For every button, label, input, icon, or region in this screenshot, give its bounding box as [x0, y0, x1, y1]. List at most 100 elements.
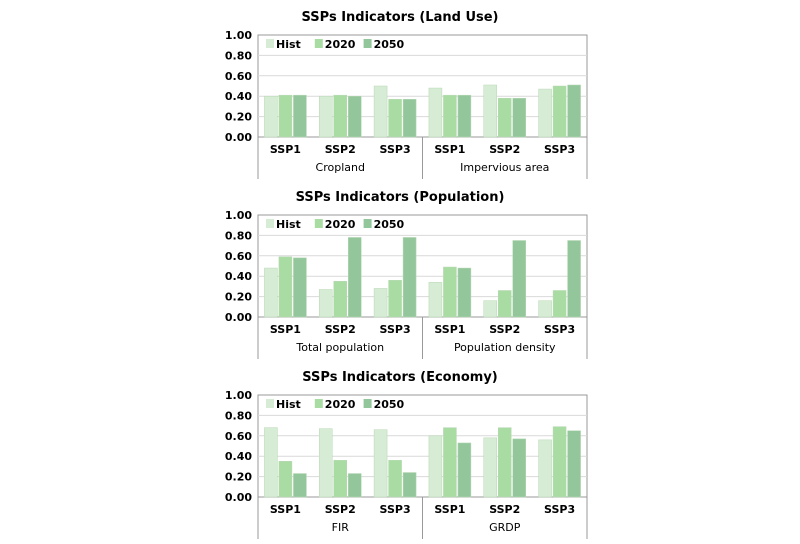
legend-label: 2020 — [325, 38, 356, 51]
bar-hist-ssp2 — [319, 428, 333, 498]
x-tick-label: SSP2 — [489, 503, 520, 516]
legend-swatch — [314, 39, 323, 48]
y-tick-label: 0.00 — [225, 311, 252, 324]
y-tick-label: 0.40 — [225, 270, 252, 283]
group-label: Cropland — [316, 161, 365, 174]
bar-2020-ssp1 — [443, 427, 457, 498]
bar-hist-ssp1 — [264, 427, 278, 498]
y-tick-label: 0.60 — [225, 250, 252, 263]
chart-panel: SSPs Indicators (Economy) 0.00 0.20 0.40 0.6… — [225, 370, 588, 539]
y-tick-label: 0.80 — [225, 409, 252, 422]
y-tick-label: 0.20 — [225, 471, 252, 484]
x-tick-label: SSP1 — [270, 143, 301, 156]
x-tick-label: SSP1 — [434, 503, 465, 516]
bar-2020-ssp2 — [333, 94, 347, 138]
chart-title: SSPs Indicators (Economy) — [302, 370, 497, 385]
bar-2020-ssp3 — [552, 426, 567, 498]
x-tick-label: SSP1 — [434, 323, 465, 336]
y-tick-label: 0.00 — [225, 491, 252, 504]
legend-label: Hist — [276, 398, 301, 411]
x-tick-label: SSP2 — [489, 323, 520, 336]
chart-title: SSPs Indicators (Land Use) — [302, 10, 499, 25]
legend-label: Hist — [276, 218, 301, 231]
x-tick-label: SSP2 — [325, 323, 356, 336]
bar-2020-ssp1 — [443, 94, 457, 138]
x-tick-label: SSP3 — [380, 323, 411, 336]
bar-2020-ssp2 — [498, 290, 512, 318]
bar-2020-ssp1 — [278, 461, 293, 498]
plot-area — [257, 214, 588, 318]
group-label: Impervious area — [460, 161, 549, 174]
chart-panel: SSPs Indicators (Population) 0.00 0.20 0.40… — [225, 190, 588, 359]
x-tick-label: SSP2 — [325, 143, 356, 156]
bar-2020-ssp3 — [552, 85, 567, 138]
bar-hist-ssp3 — [538, 88, 552, 138]
bar-2050-ssp2 — [512, 97, 526, 138]
bar-2050-ssp3 — [567, 430, 581, 498]
bar-2050-ssp1 — [293, 94, 307, 138]
bar-hist-ssp3 — [538, 439, 552, 498]
bar-2050-ssp3 — [567, 84, 581, 138]
bar-2050-ssp3 — [567, 240, 581, 318]
bar-2050-ssp2 — [348, 473, 362, 498]
bar-hist-ssp3 — [373, 288, 388, 318]
bar-2050-ssp3 — [402, 472, 417, 498]
bar-hist-ssp1 — [428, 435, 443, 498]
legend-swatch — [314, 399, 323, 408]
bar-hist-ssp2 — [319, 95, 333, 138]
bar-hist-ssp1 — [428, 282, 443, 318]
bar-2020-ssp1 — [443, 266, 457, 318]
legend-swatch — [266, 219, 274, 228]
bar-2050-ssp2 — [348, 95, 362, 138]
y-tick-label: 1.00 — [225, 29, 252, 42]
y-tick-label: 0.00 — [225, 131, 252, 144]
y-tick-label: 0.20 — [225, 291, 252, 304]
group-label: Population density — [454, 341, 556, 354]
x-tick-label: SSP3 — [544, 143, 575, 156]
y-tick-label: 0.20 — [225, 111, 252, 124]
y-tick-label: 0.60 — [225, 430, 252, 443]
bar-2050-ssp3 — [402, 99, 417, 138]
bar-hist-ssp3 — [538, 300, 552, 318]
plot-area — [257, 34, 588, 138]
y-tick-label: 0.80 — [225, 229, 252, 242]
bar-2050-ssp1 — [293, 473, 307, 498]
bar-2050-ssp3 — [402, 237, 417, 318]
bar-2050-ssp2 — [512, 240, 526, 318]
y-tick-label: 1.00 — [225, 389, 252, 402]
legend-swatch — [266, 399, 274, 408]
bar-2050-ssp2 — [512, 438, 526, 498]
bar-2050-ssp1 — [457, 94, 472, 138]
bar-2050-ssp1 — [457, 267, 472, 318]
legend-label: 2020 — [325, 218, 356, 231]
bar-2020-ssp3 — [388, 280, 402, 318]
legend-label: Hist — [276, 38, 301, 51]
bar-2020-ssp3 — [388, 460, 402, 498]
x-tick-label: SSP1 — [270, 323, 301, 336]
x-tick-label: SSP3 — [544, 503, 575, 516]
bar-2020-ssp2 — [498, 427, 512, 498]
x-tick-label: SSP1 — [270, 503, 301, 516]
legend-label: 2050 — [374, 218, 405, 231]
bar-hist-ssp3 — [373, 85, 388, 138]
legend-swatch — [363, 219, 372, 228]
y-tick-label: 0.40 — [225, 450, 252, 463]
legend-label: 2020 — [325, 398, 356, 411]
legend-swatch — [266, 39, 274, 48]
bar-hist-ssp1 — [264, 267, 278, 318]
group-label: Total population — [295, 341, 384, 354]
y-tick-label: 1.00 — [225, 209, 252, 222]
y-tick-label: 0.40 — [225, 90, 252, 103]
chart-panel: SSPs Indicators (Land Use) 0.00 0.20 0.40 0.… — [225, 10, 588, 179]
x-tick-label: SSP3 — [380, 503, 411, 516]
bar-hist-ssp1 — [428, 87, 443, 138]
x-tick-label: SSP3 — [380, 143, 411, 156]
legend-label: 2050 — [374, 398, 405, 411]
legend-swatch — [314, 219, 323, 228]
x-tick-label: SSP2 — [325, 503, 356, 516]
legend-swatch — [363, 39, 372, 48]
chart-title: SSPs Indicators (Population) — [296, 190, 505, 205]
bar-2020-ssp2 — [333, 281, 347, 318]
